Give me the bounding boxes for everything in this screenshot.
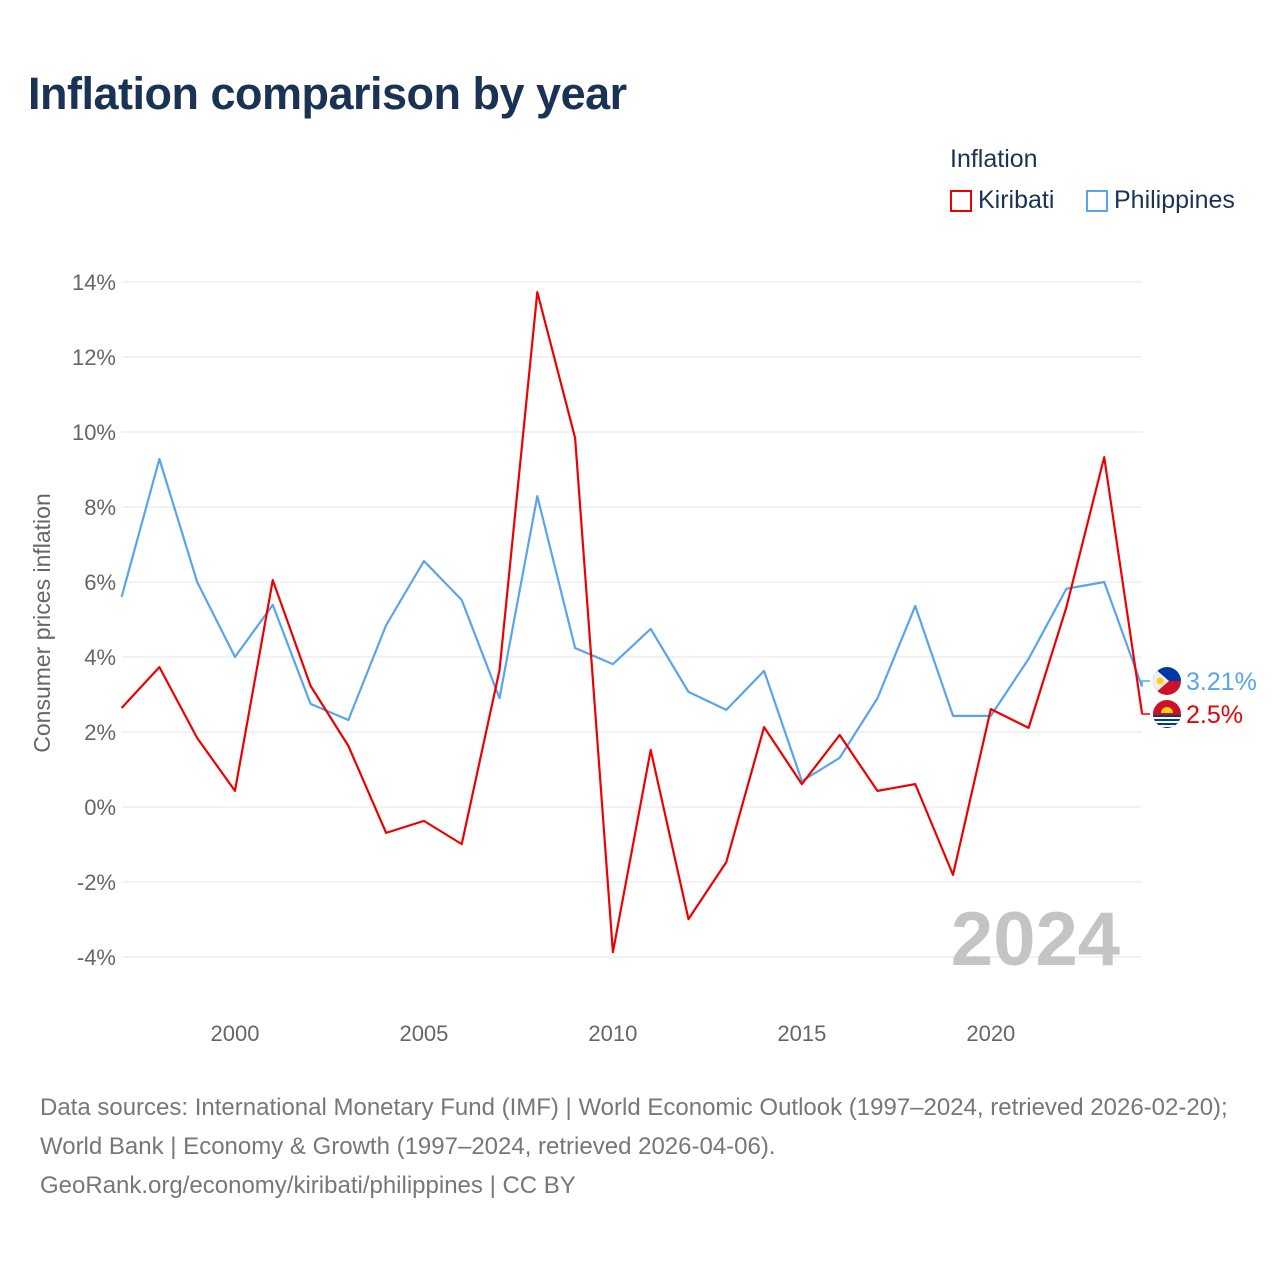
y-tick-label: 6% (84, 570, 116, 595)
chart-title: Inflation comparison by year (28, 68, 627, 119)
y-tick-label: 12% (72, 345, 116, 370)
x-tick-label: 2020 (966, 1021, 1015, 1046)
y-tick-label: -2% (77, 870, 116, 895)
legend-label: Philippines (1114, 186, 1235, 214)
y-axis-label: Consumer prices inflation (29, 493, 55, 753)
end-value-label-philippines: 3.21% (1186, 668, 1257, 696)
end-label-connector (1141, 680, 1150, 687)
legend-swatch-philippines (1086, 189, 1108, 212)
y-tick-label: 4% (84, 645, 116, 670)
y-tick-label: 8% (84, 495, 116, 520)
footer: Data sources: International Monetary Fun… (40, 1088, 1250, 1205)
y-tick-label: -4% (77, 945, 116, 970)
series-line-kiribati[interactable] (120, 291, 1144, 954)
x-tick-label: 2010 (588, 1021, 637, 1046)
legend-item-philippines[interactable]: Philippines (1086, 186, 1235, 215)
y-tick-label: 0% (84, 795, 116, 820)
series-line-philippines[interactable] (120, 457, 1144, 783)
x-tick-label: 2015 (777, 1021, 826, 1046)
legend-swatch-kiribati (950, 189, 972, 212)
kiribati-flag-icon (1153, 700, 1181, 728)
y-tick-label: 14% (72, 270, 116, 295)
data-sources: Data sources: International Monetary Fun… (40, 1094, 1228, 1160)
philippines-flag-icon (1153, 667, 1181, 695)
credit-link[interactable]: GeoRank.org/economy/kiribati/philippines… (40, 1172, 576, 1199)
x-tick-label: 2000 (211, 1021, 260, 1046)
y-tick-label: 10% (72, 420, 116, 445)
end-value-label-kiribati: 2.5% (1186, 701, 1243, 729)
x-tick-label: 2005 (399, 1021, 448, 1046)
line-chart: -4% -2% 0% 2% 4% 6% 8% 10% 12% 14% 2000 2005 2010 201… (29, 270, 1257, 1046)
legend-title: Inflation (950, 145, 1038, 173)
end-label-connector (1141, 713, 1150, 715)
y-tick-label: 2% (84, 720, 116, 745)
legend-label: Kiribati (978, 186, 1055, 214)
legend-item-kiribati[interactable]: Kiribati (950, 186, 1054, 215)
year-watermark: 2024 (951, 897, 1120, 982)
